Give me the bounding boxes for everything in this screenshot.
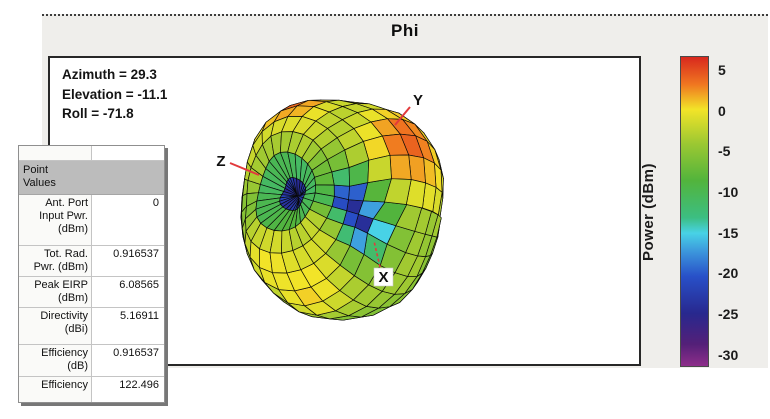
colorbar-tick: -20 (718, 265, 739, 281)
plot-title: Phi (391, 21, 419, 40)
radiation-pattern-3d-view[interactable]: Z Y X (50, 58, 639, 364)
elevation-value: Elevation = -11.1 (62, 86, 168, 102)
x-axis-label: X (378, 269, 388, 286)
pattern-mesh-surface (240, 99, 444, 321)
y-axis-label: Y (413, 92, 423, 109)
colorbar-tick: -15 (718, 225, 739, 241)
row-value: 0 (92, 195, 164, 245)
table-row: Peak EIRP (dBm) 6.08565 (19, 277, 164, 308)
colorbar-tick: -10 (718, 184, 739, 200)
row-label: Peak EIRP (dBm) (19, 277, 92, 307)
z-axis-label: Z (216, 153, 225, 170)
colorbar-tick: -5 (718, 143, 731, 159)
row-value: 0.916537 (92, 246, 164, 276)
axis-overlay: Z Y X (216, 92, 423, 287)
row-label: Ant. Port Input Pwr. (dBm) (19, 195, 92, 245)
table-row: Tot. Rad. Pwr. (dBm) 0.916537 (19, 246, 164, 277)
colorbar-tick: 5 (718, 62, 726, 78)
row-value: 6.08565 (92, 277, 164, 307)
row-label: Efficiency (dB) (19, 345, 92, 376)
row-label: Efficiency (19, 377, 92, 402)
azimuth-value: Azimuth = 29.3 (62, 67, 157, 82)
table-row: Directivity (dBi) 5.16911 (19, 308, 164, 345)
z-axis-leader-line (229, 162, 260, 176)
point-values-header: Point Values (19, 161, 164, 195)
table-row: Ant. Port Input Pwr. (dBm) 0 (19, 195, 164, 246)
colorbar-axis-title: Power (dBm) (640, 162, 657, 261)
row-value: 5.16911 (92, 308, 164, 344)
colorbar-tick: 0 (718, 103, 726, 119)
roll-value: Roll = -71.8 (62, 106, 134, 121)
row-value: 0.916537 (92, 345, 164, 376)
table-row: Efficiency 122.496 (19, 377, 164, 402)
colorbar-tick: -30 (718, 347, 739, 363)
table-spacer-row (19, 146, 164, 161)
table-row: Efficiency (dB) 0.916537 (19, 345, 164, 377)
colorbar-tick: -25 (718, 306, 739, 322)
y-axis-leader-line (394, 106, 411, 126)
x-axis-label-box (373, 267, 394, 287)
row-label: Directivity (dBi) (19, 308, 92, 344)
row-label: Tot. Rad. Pwr. (dBm) (19, 246, 92, 276)
colorbar-gradient (680, 56, 709, 367)
row-value: 122.496 (92, 377, 164, 402)
x-axis-leader-line (373, 240, 381, 268)
orientation-annotation: Azimuth = 29.3 Elevation = -11.1 Roll = … (62, 65, 167, 124)
point-values-panel: Point Values Ant. Port Input Pwr. (dBm) … (18, 145, 165, 403)
